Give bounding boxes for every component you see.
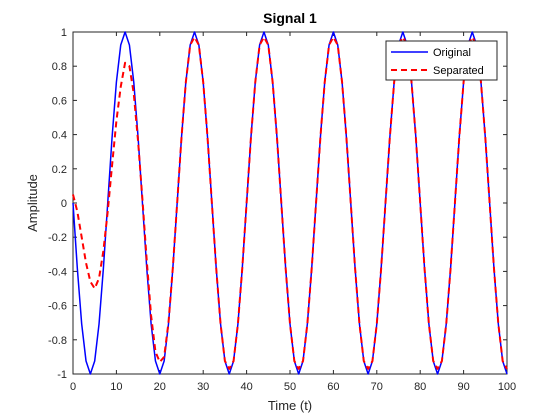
x-tick-label: 10 <box>110 381 122 393</box>
x-tick-label: 50 <box>284 381 296 393</box>
legend-label-separated: Separated <box>433 65 484 77</box>
series-group <box>72 31 508 375</box>
x-tick-label: 70 <box>371 381 383 393</box>
legend-label-original: Original <box>433 47 471 59</box>
y-tick-label: -0.8 <box>48 335 67 347</box>
x-tick-label: 20 <box>154 381 166 393</box>
x-tick-label: 80 <box>414 381 426 393</box>
y-tick-label: 0.6 <box>52 95 67 107</box>
y-axis-label: Amplitude <box>25 174 40 232</box>
legend-box <box>385 40 498 81</box>
plot-area: 0 10 20 30 40 50 60 70 80 90 100 -1-0.8-0.6-0.4-0.… <box>48 27 516 393</box>
y-tick-labels: -1 -0.8 -0.6 -0.4 -0.2 0 0.2 0.4 0.6 0.8 1 <box>48 27 67 381</box>
x-tick-labels: 0 10 20 30 40 50 60 70 80 90 100 <box>70 381 516 393</box>
x-tick-label: 0 <box>70 381 76 393</box>
y-tick-label: -0.4 <box>48 266 67 278</box>
legend: Original Separated <box>385 40 498 81</box>
x-tick-label: 100 <box>498 381 516 393</box>
y-tick-label: 1 <box>61 27 67 39</box>
chart-title: Signal 1 <box>263 10 317 26</box>
x-tick-label: 40 <box>240 381 252 393</box>
y-tick-label: 0 <box>61 198 67 210</box>
y-tick-label: 0.4 <box>52 130 67 142</box>
x-tick-label: 30 <box>197 381 209 393</box>
y-tick-label: -1 <box>57 369 67 381</box>
y-tick-label: -0.6 <box>48 301 67 313</box>
x-tick-label: 90 <box>457 381 469 393</box>
y-tick-label: 0.2 <box>52 164 67 176</box>
x-tick-label: 60 <box>327 381 339 393</box>
y-tick-label: 0.8 <box>52 61 67 73</box>
y-tick-label: -0.2 <box>48 232 67 244</box>
x-axis-label: Time (t) <box>268 398 312 413</box>
